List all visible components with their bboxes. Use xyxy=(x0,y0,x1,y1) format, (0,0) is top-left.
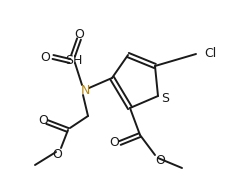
Text: O: O xyxy=(109,137,119,149)
Text: O: O xyxy=(154,154,164,166)
Text: S: S xyxy=(160,92,168,105)
Text: O: O xyxy=(52,149,62,162)
Text: O: O xyxy=(74,28,84,41)
Text: Cl: Cl xyxy=(203,46,215,60)
Text: SH: SH xyxy=(65,53,82,66)
Text: O: O xyxy=(40,51,50,63)
Text: O: O xyxy=(38,115,48,127)
Text: N: N xyxy=(80,83,89,97)
